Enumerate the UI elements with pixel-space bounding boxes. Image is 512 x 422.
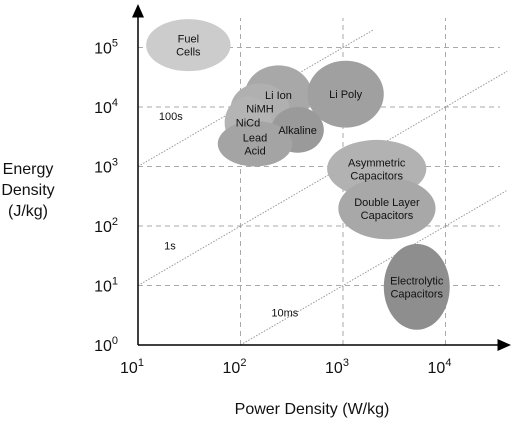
y-tick-label: 104 [94, 97, 118, 117]
region-label: Electrolytic [390, 275, 444, 287]
y-tick-label: 103 [94, 157, 118, 177]
region-ellipse [217, 121, 293, 167]
region-label: Li Poly [329, 89, 363, 101]
x-tick-label: 102 [223, 357, 247, 377]
axis-titles: Power Density (W/kg) Energy Density (J/k… [1, 161, 389, 418]
region-label: Li Ion [265, 90, 292, 102]
region-label: Asymmetric [348, 157, 406, 169]
region-label: NiCd [236, 118, 260, 130]
region-label: Alkaline [278, 125, 317, 137]
region-label: Capacitors [361, 210, 414, 222]
y-tick-label: 100 [94, 335, 118, 355]
time-constant-label: 100s [159, 111, 183, 123]
time-constant-label: 1s [164, 241, 176, 253]
region-label: Fuel [178, 34, 199, 46]
region-ellipse [383, 243, 450, 330]
region-label: Cells [176, 47, 201, 59]
y-tick-label: 101 [94, 276, 118, 296]
region-label: Acid [244, 145, 265, 157]
region-label: Lead [243, 132, 267, 144]
axes [132, 4, 511, 351]
y-axis-label-line-1: Energy [3, 161, 54, 178]
y-tick-label: 102 [94, 216, 118, 236]
y-axis-label-line-2: Density [1, 182, 54, 199]
time-constant-line [137, 70, 508, 286]
x-tick-label: 101 [120, 357, 144, 377]
y-axis-label-line-3: (J/kg) [8, 203, 48, 220]
time-constant-label: 10ms [271, 308, 298, 320]
y-tick-label: 105 [94, 38, 118, 58]
x-axis-label: Power Density (W/kg) [235, 401, 390, 418]
region-label: NiMH [246, 104, 274, 116]
region-ellipse [146, 19, 231, 72]
region-label: Capacitors [350, 170, 403, 182]
region-ellipse [307, 60, 384, 128]
time-constant-line [240, 189, 508, 346]
x-tick-label: 104 [428, 357, 452, 377]
region-ellipse [338, 177, 436, 240]
region-label: Double Layer [354, 197, 420, 209]
region-label: Capacitors [390, 288, 443, 300]
x-tick-label: 103 [325, 357, 349, 377]
